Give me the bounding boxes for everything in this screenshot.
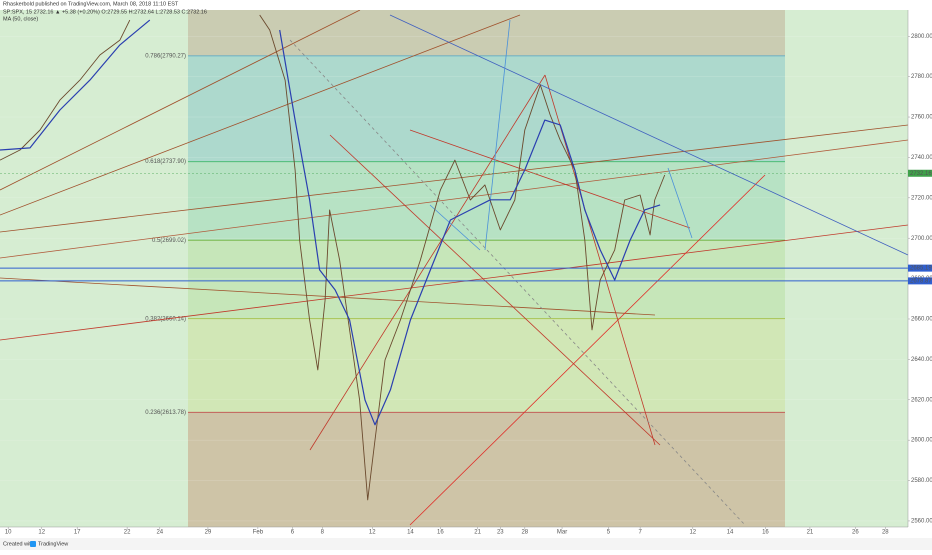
x-tick-label: 26: [852, 530, 859, 536]
indicator-line: MA (50, close): [3, 16, 38, 22]
x-tick-label: 23: [497, 530, 504, 536]
fib-label: 0.618(2737.90): [145, 159, 186, 165]
x-tick-label: 21: [807, 530, 814, 536]
x-tick-label: 5: [607, 530, 611, 536]
x-tick-label: 16: [437, 530, 444, 536]
y-tick-label: 2600.00: [911, 438, 932, 444]
trendline: [409, 174, 766, 526]
x-tick-label: 16: [762, 530, 769, 536]
trendline: [0, 124, 909, 233]
x-tick-label: 14: [727, 530, 734, 536]
price-tag-label: 2678.87: [910, 278, 932, 284]
trendline: [0, 224, 909, 341]
x-tick-label: Feb: [253, 530, 264, 536]
y-tick-label: 2720.00: [911, 195, 932, 201]
x-tick-label: 24: [156, 530, 163, 536]
arrow: [484, 19, 511, 251]
x-tick-label: 6: [291, 530, 295, 536]
trendline: [544, 74, 656, 446]
fib-label: 0.236(2613.78): [145, 410, 186, 416]
trendline: [0, 14, 521, 216]
footer-logo: [30, 541, 36, 547]
y-tick-label: 2580.00: [911, 478, 932, 484]
fib-label: 0.5(2699.02): [152, 238, 186, 244]
y-tick-label: 2700.00: [911, 236, 932, 242]
price-tag: [908, 264, 932, 272]
symbol-line: SP:SPX, 15 2732.16 ▲ +5.38 (+0.20%) O:27…: [3, 9, 207, 15]
x-tick-label: 12: [369, 530, 376, 536]
footer: [0, 538, 932, 550]
series-line: [0, 19, 661, 426]
trendline: [0, 277, 656, 316]
fib-label: 0.786(2790.27): [145, 53, 186, 59]
price-tag: [908, 277, 932, 285]
x-tick-label: 10: [5, 530, 12, 536]
trendline: [0, 139, 909, 259]
x-tick-label: 12: [689, 530, 696, 536]
y-tick-label: 2800.00: [911, 34, 932, 40]
y-tick-label: 2740.00: [911, 155, 932, 161]
trendline: [389, 14, 909, 256]
y-tick-label: 2640.00: [911, 357, 932, 363]
x-tick-label: 17: [74, 530, 81, 536]
x-tick-label: 29: [205, 530, 212, 536]
trendline: [289, 39, 746, 526]
trendline: [0, 9, 361, 191]
footer-created: Created with: [3, 541, 34, 547]
y-tick-label: 2560.00: [911, 519, 932, 525]
x-tick-label: 12: [38, 530, 45, 536]
fib-zone: [188, 318, 785, 413]
x-tick-label: 28: [521, 530, 528, 536]
x-tick-label: 22: [124, 530, 131, 536]
price-tag-label: 2732.16: [910, 171, 932, 177]
x-tick-label: 8: [321, 530, 325, 536]
price-tag-label: 2685.19: [910, 266, 932, 272]
header-bar: [0, 0, 932, 10]
y-tick-label: 2620.00: [911, 397, 932, 403]
fib-zone: [188, 55, 785, 162]
drawings: [0, 9, 909, 526]
x-tick-label: Mar: [557, 530, 567, 536]
y-tick-label: 2780.00: [911, 74, 932, 80]
x-tick-label: 7: [638, 530, 642, 536]
footer-brand: TradingView: [38, 541, 68, 547]
series-line: [0, 14, 666, 501]
x-tick-label: 28: [882, 530, 889, 536]
x-tick-label: 14: [407, 530, 414, 536]
y-tick-label: 2660.00: [911, 317, 932, 323]
price-axis: [908, 10, 932, 537]
arrow: [667, 167, 693, 239]
time-axis: [0, 527, 932, 537]
published-line: Rhaskerbold published on TradingView.com…: [3, 1, 179, 7]
fib-zone: [188, 412, 785, 527]
trendline: [329, 134, 661, 446]
trendline: [309, 74, 546, 451]
price-tag: [908, 169, 932, 177]
x-tick-label: 21: [474, 530, 481, 536]
arrow: [429, 204, 481, 251]
y-tick-label: 2760.00: [911, 115, 932, 121]
fib-zone: [188, 10, 785, 56]
